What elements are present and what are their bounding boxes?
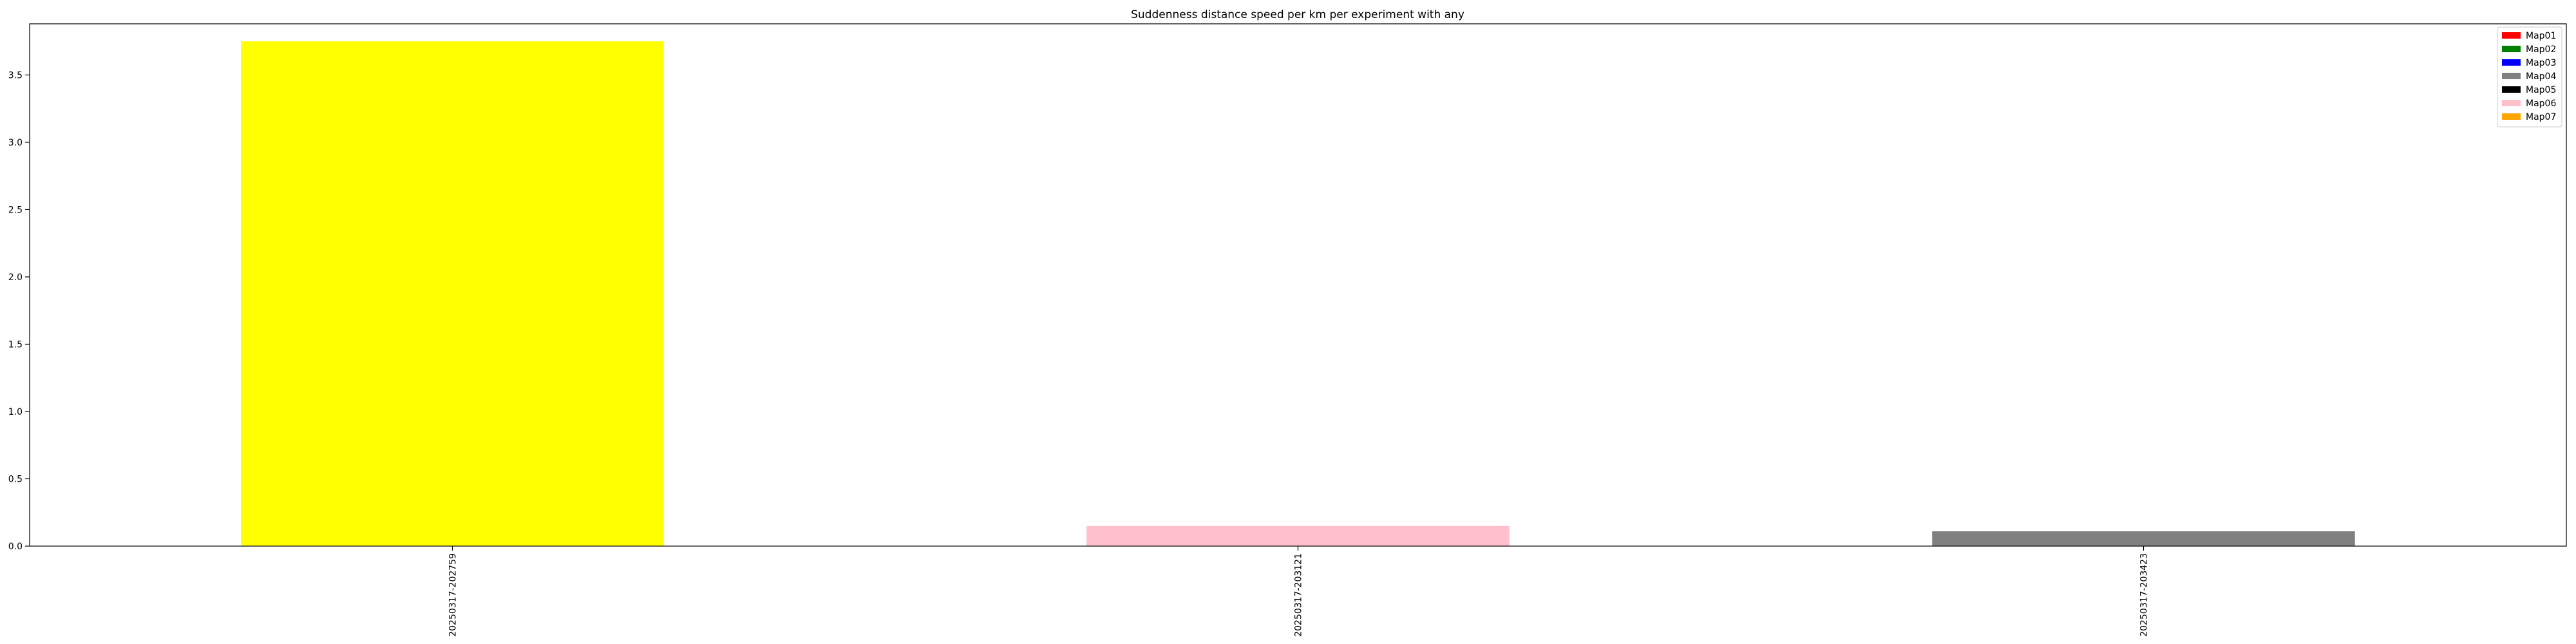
bar-20250317-203423 xyxy=(1932,531,2355,546)
y-tick-label: 2.5 xyxy=(8,205,23,215)
y-tick-label: 1.5 xyxy=(8,339,23,350)
legend-swatch xyxy=(2502,46,2521,52)
y-axis: 0.0 0.5 1.0 1.5 2.0 2.5 3.0 3.5 xyxy=(8,70,30,552)
legend-swatch xyxy=(2502,113,2521,120)
legend-label: Map02 xyxy=(2526,44,2556,55)
legend-label: Map01 xyxy=(2526,31,2556,41)
x-tick-label: 20250317-202759 xyxy=(448,553,459,637)
legend-swatch xyxy=(2502,59,2521,66)
plot-area xyxy=(241,41,2355,547)
legend-swatch xyxy=(2502,86,2521,93)
x-axis: 20250317-202759 20250317-203121 20250317-2… xyxy=(448,546,2150,637)
chart-title: Suddenness distance speed per km per exp… xyxy=(1131,8,1464,21)
legend-swatch xyxy=(2502,73,2521,79)
x-tick-label: 20250317-203121 xyxy=(1294,553,1304,637)
y-tick-label: 3.0 xyxy=(8,138,23,148)
y-tick-label: 0.5 xyxy=(8,474,23,484)
legend-swatch xyxy=(2502,32,2521,39)
y-tick-label: 0.0 xyxy=(8,542,23,552)
y-tick-label: 3.5 xyxy=(8,70,23,80)
bar-20250317-202759 xyxy=(241,41,664,547)
y-tick-label: 2.0 xyxy=(8,272,23,283)
legend-label: Map03 xyxy=(2526,58,2556,68)
legend-label: Map07 xyxy=(2526,112,2556,122)
x-tick-label: 20250317-203423 xyxy=(2139,553,2150,637)
bar-20250317-203121 xyxy=(1086,526,1510,546)
legend-label: Map04 xyxy=(2526,71,2556,82)
legend-label: Map05 xyxy=(2526,85,2556,95)
legend-label: Map06 xyxy=(2526,99,2556,109)
legend: Map01 Map02 Map03 Map04 Map05 Map06 Map07 xyxy=(2497,26,2562,128)
legend-swatch xyxy=(2502,100,2521,106)
y-tick-label: 1.0 xyxy=(8,407,23,417)
